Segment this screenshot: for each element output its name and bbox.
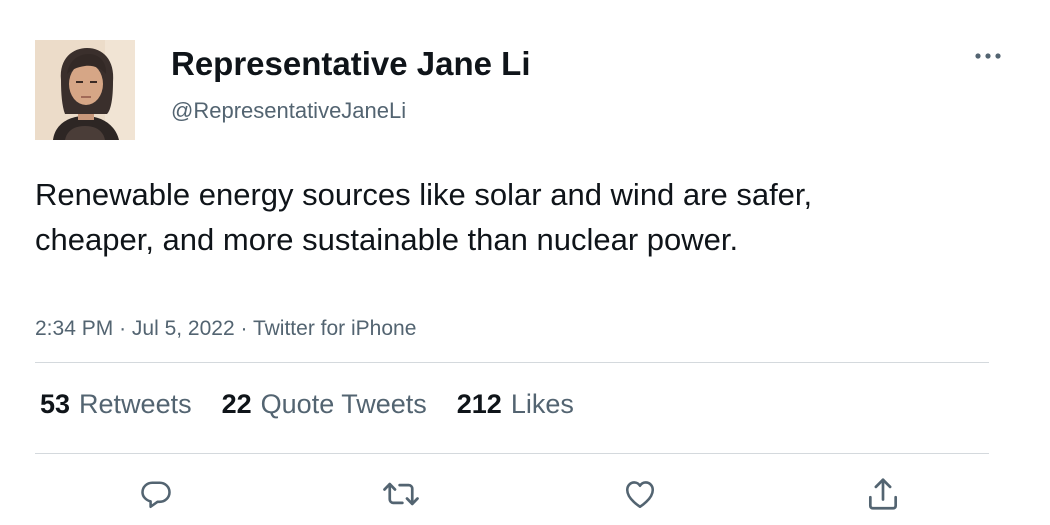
retweets-count: 53 [40, 389, 71, 419]
likes-count: 212 [456, 389, 502, 419]
tweet-source[interactable]: Twitter for iPhone [252, 317, 417, 340]
action-bar [0, 472, 1050, 516]
tweet-text: Renewable energy sources like solar and … [35, 177, 813, 257]
user-handle[interactable]: @RepresentativeJaneLi [171, 98, 407, 123]
reply-button[interactable] [134, 472, 178, 516]
likes-label: Likes [510, 389, 574, 419]
share-button[interactable] [861, 472, 905, 516]
more-horizontal-icon [975, 53, 1001, 59]
like-button[interactable] [618, 472, 662, 516]
more-options-button[interactable] [970, 42, 1006, 70]
quote-tweets-count: 22 [221, 389, 252, 419]
tweet-date[interactable]: Jul 5, 2022 [131, 317, 235, 340]
heart-icon [625, 481, 655, 509]
display-name[interactable]: Representative Jane Li [171, 45, 531, 82]
divider [35, 453, 989, 454]
tweet-metadata: 2:34 PM · Jul 5, 2022 · Twitter for iPho… [35, 315, 416, 343]
avatar-photo [35, 40, 135, 140]
reply-icon [141, 481, 171, 509]
retweets-stat[interactable]: 53 Retweets [40, 387, 192, 421]
divider [35, 362, 989, 363]
retweet-button[interactable] [379, 472, 423, 516]
avatar[interactable] [35, 40, 135, 140]
meta-separator: · [240, 317, 248, 340]
meta-separator: · [119, 317, 127, 340]
share-icon [868, 478, 898, 510]
quote-tweets-label: Quote Tweets [260, 389, 427, 419]
tweet-stats: 53 Retweets 22 Quote Tweets 212 Likes [40, 387, 604, 421]
tweet-time[interactable]: 2:34 PM [35, 317, 114, 340]
retweets-label: Retweets [79, 389, 192, 419]
retweet-icon [383, 482, 419, 506]
likes-stat[interactable]: 212 Likes [457, 387, 574, 421]
quote-tweets-stat[interactable]: 22 Quote Tweets [222, 387, 427, 421]
